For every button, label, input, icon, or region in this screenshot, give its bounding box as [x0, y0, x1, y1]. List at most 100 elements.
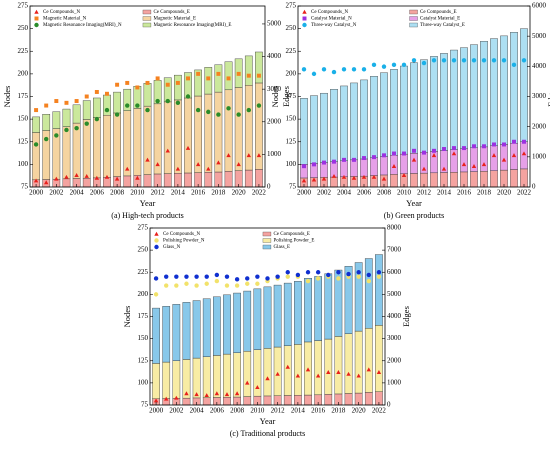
point	[432, 148, 436, 153]
bar	[400, 65, 408, 155]
y2-tick-label: 1000	[267, 150, 282, 158]
bar	[273, 346, 282, 396]
y-tick-label: 150	[138, 334, 149, 342]
bar	[194, 95, 202, 173]
bar	[133, 108, 142, 176]
bar	[360, 158, 368, 177]
y-tick-label: 275	[18, 2, 29, 10]
bar	[294, 344, 302, 396]
legend-label: Ce Compounds_N	[43, 10, 80, 15]
bar	[182, 302, 191, 360]
point	[511, 62, 517, 68]
x-tick-label: 2016	[191, 189, 206, 197]
point	[356, 373, 361, 378]
point	[204, 281, 209, 286]
bar	[344, 393, 353, 406]
bar	[334, 269, 343, 337]
y2-tick-label: 2000	[267, 117, 282, 125]
y2-tick-label: 2000	[532, 122, 547, 130]
point	[44, 136, 49, 142]
x-tick-label: 2022	[517, 189, 532, 197]
point	[382, 153, 386, 158]
point	[511, 153, 517, 158]
bar	[350, 82, 358, 161]
bar	[283, 345, 292, 396]
bar	[93, 117, 101, 179]
point	[326, 272, 331, 278]
point	[341, 174, 347, 179]
legend-swatch	[142, 9, 152, 15]
point	[33, 178, 39, 183]
x-tick-label: 2010	[250, 407, 265, 415]
bar	[224, 61, 233, 91]
x-tick-label: 2014	[171, 189, 186, 197]
bar	[62, 126, 71, 180]
point	[366, 272, 371, 278]
point	[245, 380, 250, 385]
point	[401, 173, 407, 177]
bar	[450, 172, 458, 188]
y-tick-label: 75	[141, 401, 149, 409]
point	[64, 174, 69, 179]
x-axis-label: Year	[140, 198, 156, 208]
x-tick-label: 2000	[29, 189, 44, 197]
point	[451, 58, 457, 63]
bar	[410, 153, 418, 174]
point	[194, 283, 199, 288]
bar	[192, 357, 201, 399]
point	[33, 142, 39, 147]
y-tick-label: 150	[286, 115, 297, 123]
bar	[263, 286, 272, 349]
bar	[470, 147, 478, 172]
y2-axis-label: Edges	[281, 86, 291, 107]
point	[315, 270, 321, 275]
legend-marker	[302, 16, 307, 21]
point	[54, 133, 59, 138]
bar	[324, 394, 333, 406]
bar	[390, 174, 398, 188]
bar	[182, 397, 191, 406]
legend-label: Ce Compounds_N	[163, 232, 200, 237]
bar	[162, 306, 171, 363]
legend-label: Polishing Powder_E	[273, 239, 314, 244]
point	[331, 69, 337, 75]
point	[164, 274, 169, 279]
y2-tick-label: 1000	[532, 152, 547, 160]
y2-tick-label: 4000	[267, 52, 282, 60]
point	[174, 395, 179, 400]
point	[214, 391, 220, 396]
bar	[304, 278, 312, 343]
point	[64, 127, 69, 133]
point	[481, 162, 487, 167]
bar	[364, 258, 373, 329]
y2-tick-label: 0	[267, 183, 271, 191]
point	[44, 103, 49, 108]
point	[94, 89, 99, 94]
point	[412, 148, 416, 153]
point	[346, 371, 351, 376]
bar	[255, 51, 263, 84]
point	[332, 159, 336, 164]
point	[351, 67, 357, 72]
point	[441, 166, 447, 171]
legend-marker	[154, 231, 159, 236]
bar	[233, 352, 241, 398]
legend-marker	[34, 16, 39, 21]
legend-marker	[154, 238, 159, 243]
y-tick-label: 150	[18, 115, 29, 123]
point	[356, 270, 361, 275]
point	[185, 145, 191, 150]
bar	[174, 99, 182, 174]
point	[246, 153, 251, 158]
bar	[360, 79, 368, 160]
y2-tick-label: 3000	[387, 334, 402, 342]
point	[195, 107, 201, 113]
bar	[520, 28, 528, 142]
y2-tick-label: 7000	[387, 246, 402, 254]
x-tick-label: 2020	[497, 189, 512, 197]
y2-tick-label: 0	[532, 183, 536, 191]
bar	[243, 351, 252, 397]
legend-swatch	[409, 22, 418, 28]
caption: (c) Traditional products	[230, 429, 306, 438]
point	[336, 270, 341, 275]
